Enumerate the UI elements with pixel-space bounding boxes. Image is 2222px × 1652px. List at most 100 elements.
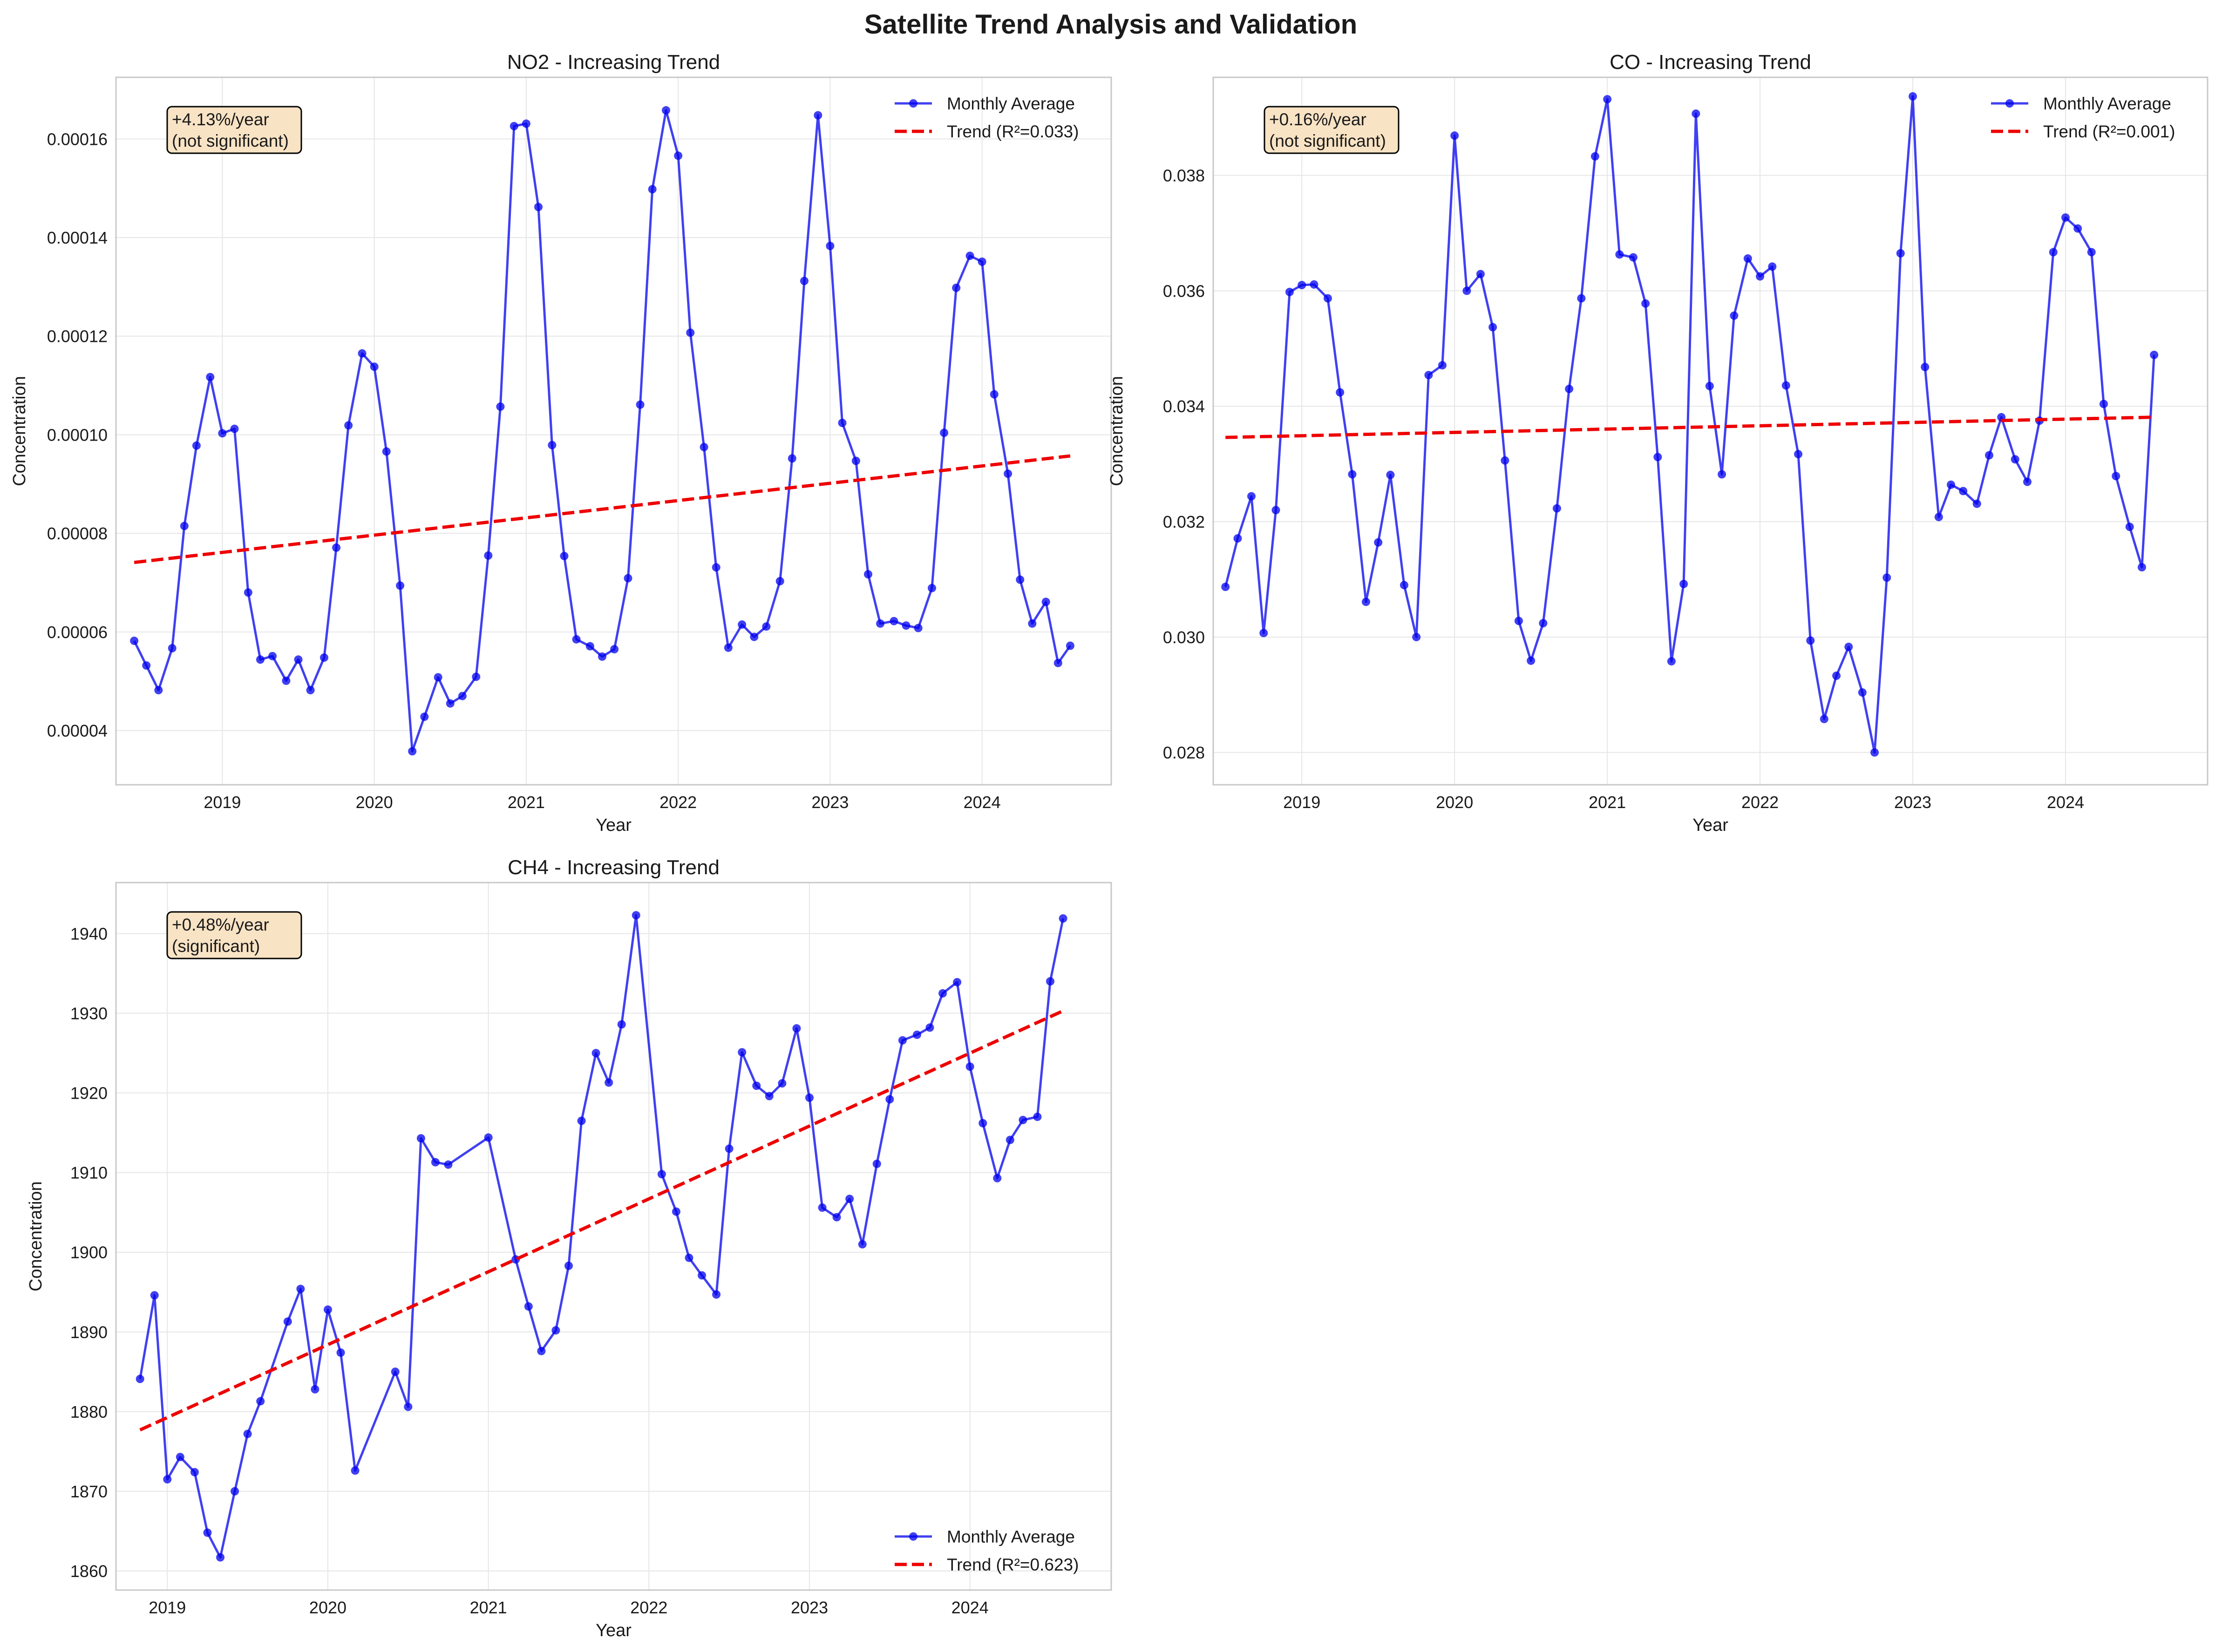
monthly-average-point (978, 1119, 987, 1128)
monthly-average-point (938, 989, 947, 998)
chart-panel-2: 2019 2020 2021 2022 2023 2024 0.028 0.030 0.032 0… (1107, 51, 2208, 835)
legend-marker-point (909, 99, 917, 108)
monthly-average-point (965, 1062, 974, 1071)
monthly-average-point (1221, 583, 1230, 591)
monthly-average-point (1285, 287, 1294, 296)
trend-annotation-significance: (not significant) (1269, 131, 1386, 150)
monthly-average-point (1705, 381, 1714, 390)
legend-label-monthly-average: Monthly Average (2043, 94, 2171, 113)
monthly-average-point (965, 252, 974, 260)
monthly-average-point (396, 581, 405, 590)
monthly-average-point (244, 588, 252, 597)
monthly-average-point (1565, 385, 1574, 394)
monthly-average-point (216, 1553, 225, 1562)
monthly-average-point (180, 522, 189, 530)
y-axis-label: Concentration (26, 1181, 46, 1292)
y-tick-label: 0.036 (1163, 281, 1205, 300)
monthly-average-point (792, 1024, 801, 1033)
monthly-average-point (657, 1170, 666, 1179)
monthly-average-point (832, 1213, 841, 1222)
x-tick-label: 2020 (1436, 793, 1473, 812)
y-tick-label: 0.028 (1163, 743, 1205, 762)
axes-frame (115, 76, 1112, 786)
monthly-average-point (444, 1160, 453, 1169)
monthly-average-point (332, 543, 341, 552)
monthly-average-point (805, 1093, 814, 1102)
monthly-average-point (872, 1159, 881, 1168)
x-axis-label: Year (596, 816, 632, 835)
monthly-average-point (610, 645, 619, 653)
monthly-average-point (548, 441, 557, 449)
monthly-average-point (130, 636, 139, 645)
monthly-average-point (1019, 1115, 1027, 1124)
x-tick-label: 2020 (309, 1598, 347, 1617)
y-tick-label: 1870 (70, 1482, 108, 1501)
monthly-average-point (2150, 350, 2159, 359)
monthly-average-point (898, 1036, 907, 1045)
monthly-average-point (306, 686, 315, 694)
legend-label-trend: Trend (R²=0.001) (2043, 122, 2175, 141)
trend-line (139, 1009, 1064, 1432)
monthly-average-point (1959, 487, 1968, 496)
monthly-average-point (496, 402, 505, 411)
monthly-average-point (416, 1134, 425, 1143)
monthly-average-point (636, 400, 645, 409)
monthly-average-point (2137, 563, 2146, 571)
x-tick-label: 2019 (1283, 793, 1320, 812)
monthly-average-point (358, 349, 367, 358)
monthly-average-point (762, 622, 771, 631)
monthly-average-point (686, 328, 695, 337)
y-tick-label: 0.00006 (47, 623, 108, 642)
panels: 2019 2020 2021 2022 2023 2024 0.00004 0.00006 0.… (10, 51, 2208, 1640)
monthly-average-point (296, 1285, 305, 1293)
monthly-average-point (1692, 109, 1700, 118)
monthly-average-point (344, 421, 353, 430)
monthly-average-point (1653, 453, 1662, 462)
monthly-average-point (336, 1348, 345, 1357)
monthly-average-point (1336, 388, 1345, 397)
monthly-average-point (605, 1078, 613, 1087)
x-tick-label: 2023 (791, 1598, 828, 1617)
monthly-average-point (564, 1261, 573, 1270)
monthly-average-point (577, 1116, 586, 1125)
x-tick-label: 2024 (964, 793, 1001, 812)
monthly-average-point (912, 1030, 921, 1039)
monthly-average-point (1781, 381, 1790, 390)
monthly-average-point (1756, 272, 1765, 281)
monthly-average-point (914, 624, 923, 632)
monthly-average-point (1921, 362, 1930, 371)
monthly-average-point (1858, 688, 1867, 697)
monthly-average-point (163, 1475, 172, 1484)
x-tick-label: 2021 (1589, 793, 1626, 812)
monthly-average-point (672, 1207, 680, 1216)
monthly-average-point (1412, 632, 1421, 641)
y-axis-label: Concentration (1107, 376, 1127, 486)
axes-frame (115, 882, 1112, 1591)
monthly-average-point (990, 390, 999, 399)
monthly-average-point (472, 673, 481, 681)
y-tick-label: 1880 (70, 1402, 108, 1421)
monthly-average-point (890, 617, 898, 625)
monthly-average-point (750, 632, 759, 641)
monthly-average-point (591, 1049, 600, 1058)
monthly-average-point (876, 619, 885, 628)
y-tick-label: 0.038 (1163, 166, 1205, 185)
monthly-average-point (1603, 95, 1612, 104)
monthly-average-point (510, 122, 518, 130)
monthly-average-point (1641, 299, 1650, 308)
monthly-average-line (1224, 95, 2155, 754)
monthly-average-point (1501, 456, 1509, 465)
x-tick-label: 2022 (630, 1598, 667, 1617)
monthly-average-point (1271, 506, 1280, 515)
monthly-average-point (1053, 659, 1062, 667)
axes-title: CH4 - Increasing Trend (508, 856, 720, 879)
monthly-average-point (256, 655, 265, 664)
trend-line (134, 454, 1071, 564)
monthly-average-point (1488, 323, 1497, 332)
monthly-average-point (2023, 477, 2032, 486)
trend-annotation-box (1264, 106, 1400, 154)
monthly-average-point (168, 644, 177, 653)
monthly-average-point (845, 1195, 854, 1203)
monthly-average-point (863, 570, 872, 579)
monthly-average-point (1066, 641, 1074, 650)
